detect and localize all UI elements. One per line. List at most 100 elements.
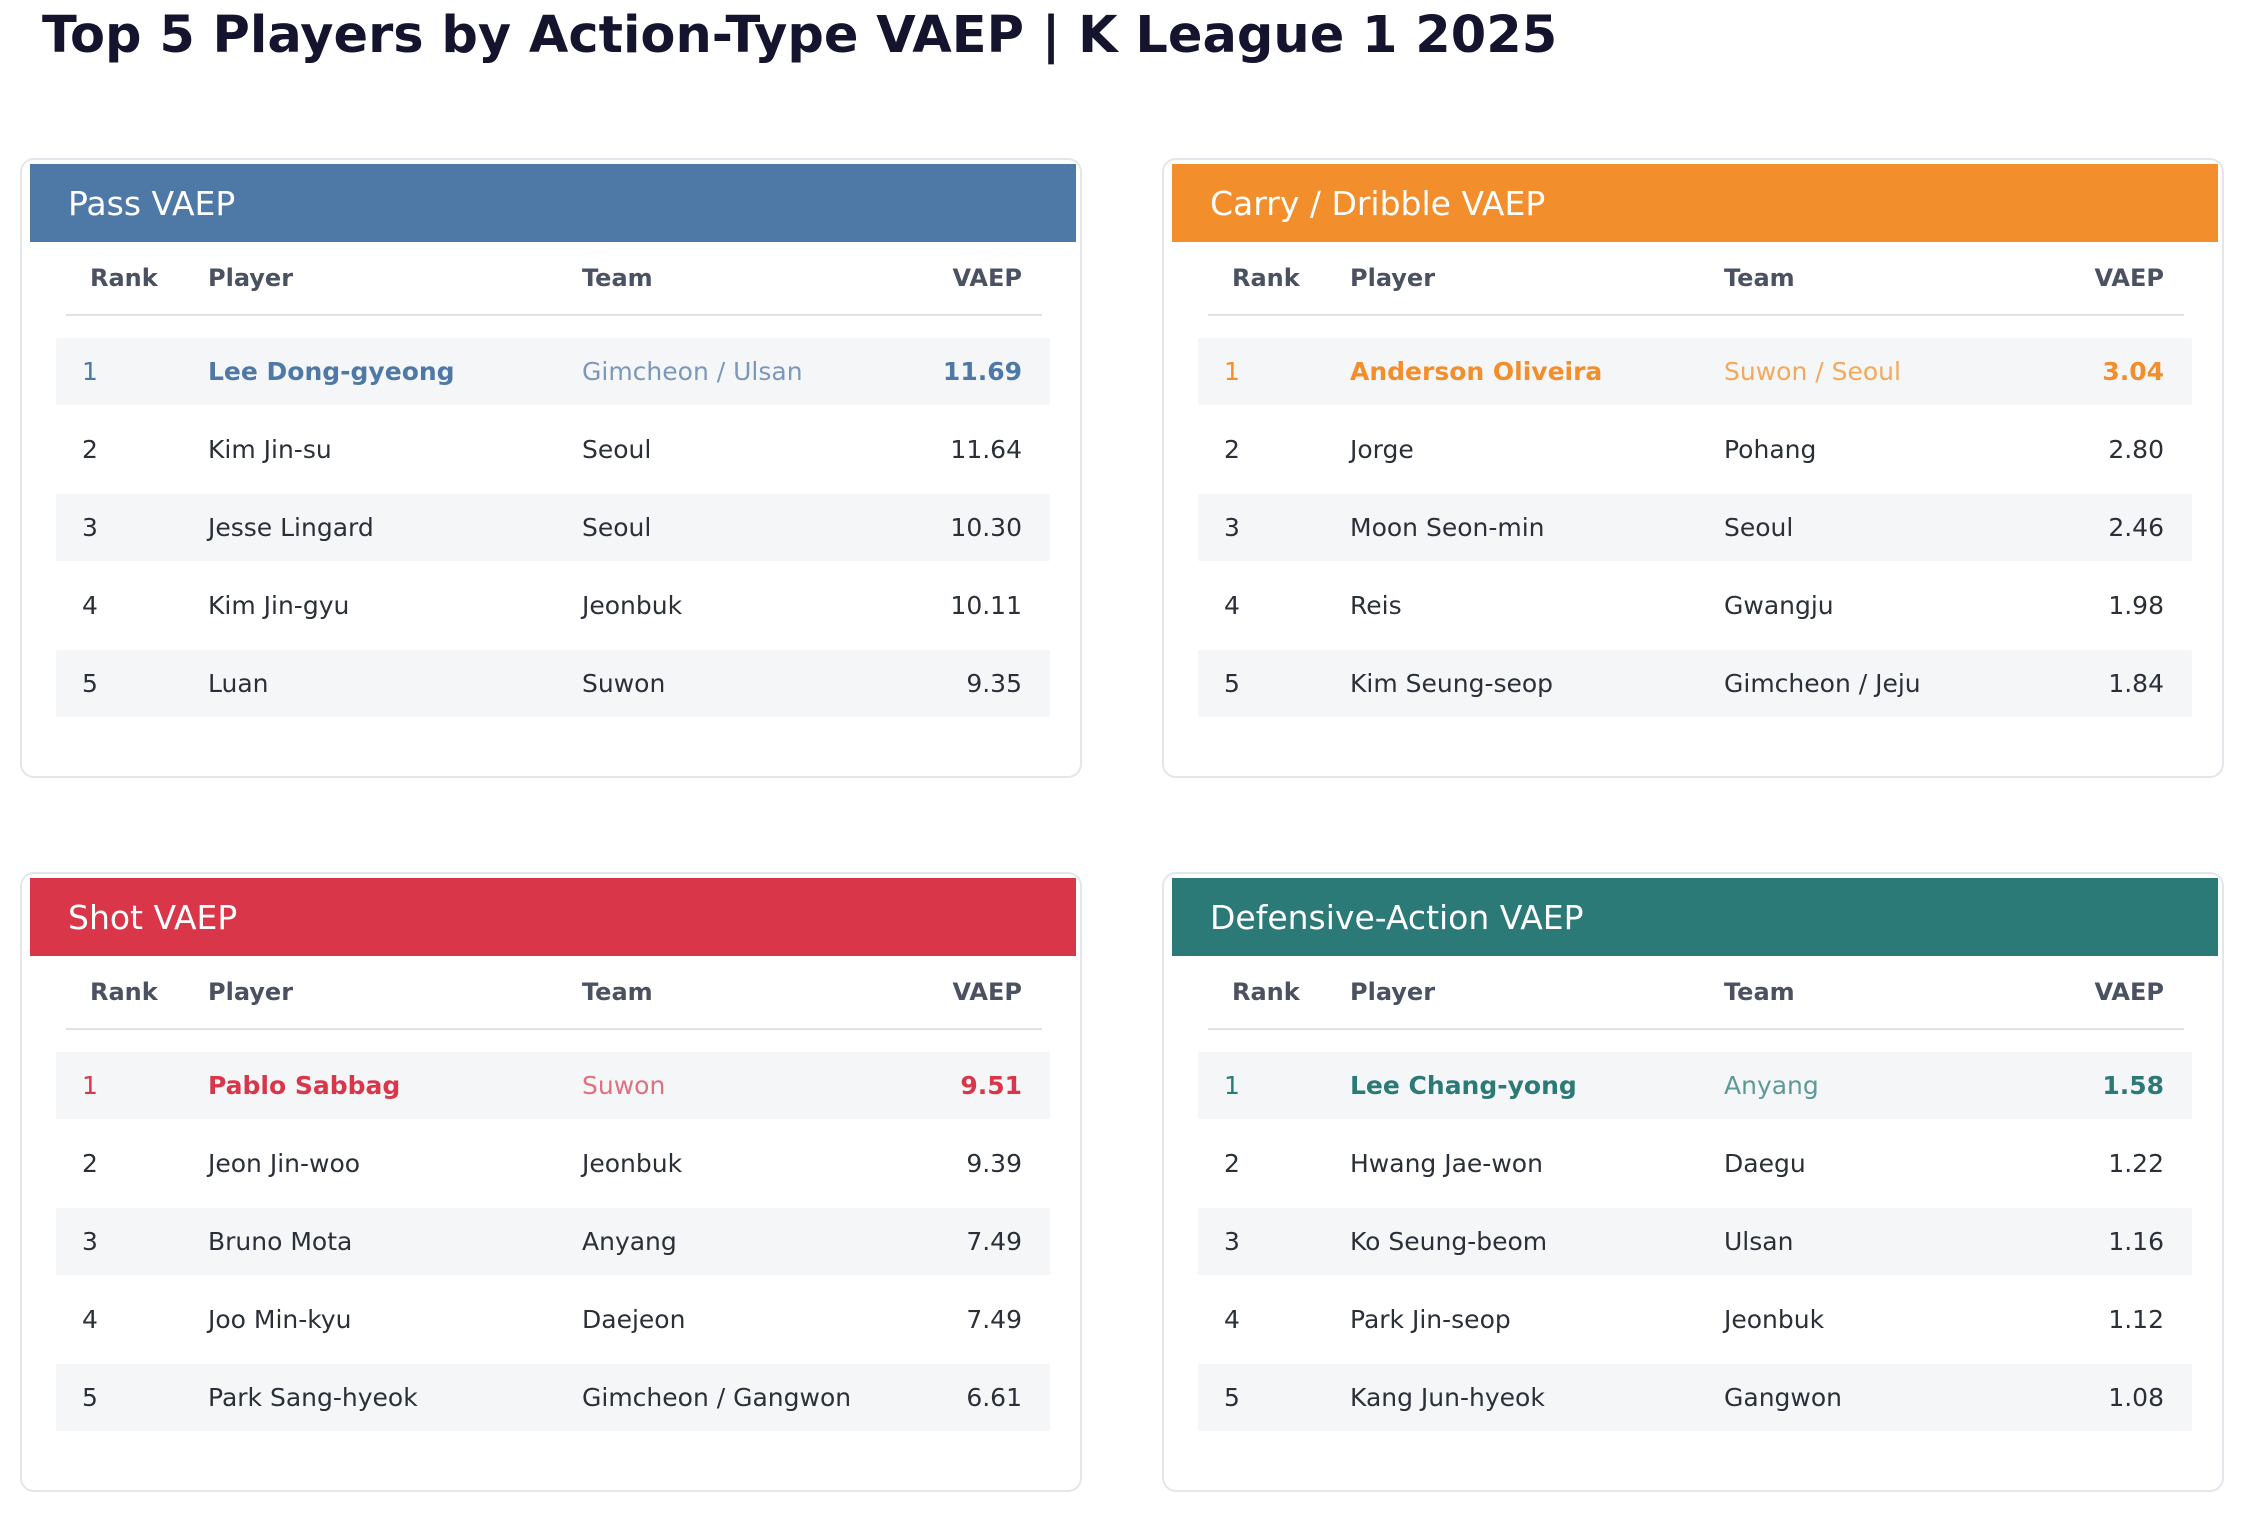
cell-team: Seoul — [582, 513, 652, 542]
table-row: 4 Kim Jin-gyu Jeonbuk 10.11 — [56, 572, 1050, 639]
cell-team: Anyang — [582, 1227, 677, 1256]
column-header-team: Team — [582, 264, 653, 292]
page-title: Top 5 Players by Action-Type VAEP | K Le… — [42, 6, 1558, 65]
cell-player: Anderson Oliveira — [1350, 357, 1603, 386]
card-header: Defensive-Action VAEP — [1172, 878, 2218, 956]
column-header-row: Rank Player Team VAEP — [1208, 978, 2184, 1030]
column-header-row: Rank Player Team VAEP — [66, 978, 1042, 1030]
cell-rank: 5 — [1224, 1383, 1240, 1412]
table-card: Defensive-Action VAEP Rank Player Team VAEP 1… — [1162, 872, 2224, 1492]
cell-team: Daejeon — [582, 1305, 686, 1334]
cell-team: Gimcheon / Ulsan — [582, 357, 803, 386]
cell-team: Gangwon — [1724, 1383, 1842, 1412]
table-row: 1 Pablo Sabbag Suwon 9.51 — [56, 1052, 1050, 1119]
cell-player: Joo Min-kyu — [208, 1305, 352, 1334]
cell-team: Pohang — [1724, 435, 1817, 464]
cell-rank: 5 — [1224, 669, 1240, 698]
cell-rank: 1 — [1224, 357, 1240, 386]
table-body: 1 Lee Chang-yong Anyang 1.58 2 Hwang Jae-won D… — [1198, 1052, 2192, 1442]
table-row: 2 Kim Jin-su Seoul 11.64 — [56, 416, 1050, 483]
column-header-rank: Rank — [90, 978, 158, 1006]
table-body: 1 Anderson Oliveira Suwon / Seoul 3.04 2 Jorg… — [1198, 338, 2192, 728]
cell-rank: 3 — [1224, 513, 1240, 542]
cell-player: Kim Jin-gyu — [208, 591, 350, 620]
cell-vaep: 1.22 — [2108, 1149, 2164, 1178]
column-header-vaep: VAEP — [952, 264, 1022, 292]
cell-player: Kim Jin-su — [208, 435, 332, 464]
cell-rank: 5 — [82, 669, 98, 698]
column-header-row: Rank Player Team VAEP — [66, 264, 1042, 316]
cell-team: Jeonbuk — [1724, 1305, 1825, 1334]
cell-team: Suwon — [582, 669, 666, 698]
cell-vaep: 2.46 — [2108, 513, 2164, 542]
cell-player: Park Jin-seop — [1350, 1305, 1511, 1334]
table-row: 3 Jesse Lingard Seoul 10.30 — [56, 494, 1050, 561]
card-header: Carry / Dribble VAEP — [1172, 164, 2218, 242]
column-header-rank: Rank — [90, 264, 158, 292]
cell-rank: 4 — [1224, 591, 1240, 620]
cell-rank: 3 — [1224, 1227, 1240, 1256]
cell-rank: 3 — [82, 513, 98, 542]
column-header-rank: Rank — [1232, 978, 1300, 1006]
cell-vaep: 1.98 — [2108, 591, 2164, 620]
table-row: 4 Park Jin-seop Jeonbuk 1.12 — [1198, 1286, 2192, 1353]
column-header-team: Team — [1724, 978, 1795, 1006]
table-row: 2 Hwang Jae-won Daegu 1.22 — [1198, 1130, 2192, 1197]
cell-vaep: 9.51 — [960, 1071, 1022, 1100]
cell-team: Seoul — [582, 435, 652, 464]
column-header-player: Player — [1350, 264, 1436, 292]
cell-vaep: 11.69 — [942, 357, 1022, 386]
cell-player: Moon Seon-min — [1350, 513, 1545, 542]
cell-vaep: 7.49 — [966, 1227, 1022, 1256]
cell-player: Kang Jun-hyeok — [1350, 1383, 1545, 1412]
column-header-rank: Rank — [1232, 264, 1300, 292]
table-row: 5 Kang Jun-hyeok Gangwon 1.08 — [1198, 1364, 2192, 1431]
column-header-row: Rank Player Team VAEP — [1208, 264, 2184, 316]
cell-player: Lee Chang-yong — [1350, 1071, 1577, 1100]
cell-vaep: 1.08 — [2108, 1383, 2164, 1412]
table-row: 2 Jeon Jin-woo Jeonbuk 9.39 — [56, 1130, 1050, 1197]
cell-player: Kim Seung-seop — [1350, 669, 1554, 698]
cell-vaep: 1.12 — [2108, 1305, 2164, 1334]
column-header-player: Player — [208, 264, 294, 292]
column-header-vaep: VAEP — [2094, 978, 2164, 1006]
cell-vaep: 10.30 — [950, 513, 1022, 542]
cell-team: Gwangju — [1724, 591, 1834, 620]
cell-rank: 1 — [82, 1071, 98, 1100]
cell-player: Jorge — [1350, 435, 1414, 464]
table-row: 3 Bruno Mota Anyang 7.49 — [56, 1208, 1050, 1275]
column-header-team: Team — [1724, 264, 1795, 292]
table-body: 1 Pablo Sabbag Suwon 9.51 2 Jeon Jin-woo Jeonb… — [56, 1052, 1050, 1442]
cell-team: Gimcheon / Jeju — [1724, 669, 1921, 698]
cell-vaep: 2.80 — [2108, 435, 2164, 464]
cell-team: Ulsan — [1724, 1227, 1794, 1256]
cell-vaep: 1.84 — [2108, 669, 2164, 698]
column-header-vaep: VAEP — [2094, 264, 2164, 292]
cell-team: Gimcheon / Gangwon — [582, 1383, 852, 1412]
cell-team: Suwon — [582, 1071, 666, 1100]
card-title: Carry / Dribble VAEP — [1210, 183, 1546, 223]
cell-team: Anyang — [1724, 1071, 1819, 1100]
cell-vaep: 1.58 — [2102, 1071, 2164, 1100]
table-body: 1 Lee Dong-gyeong Gimcheon / Ulsan 11.69 2 Ki… — [56, 338, 1050, 728]
cell-player: Reis — [1350, 591, 1402, 620]
cell-rank: 4 — [1224, 1305, 1240, 1334]
column-header-team: Team — [582, 978, 653, 1006]
table-card: Carry / Dribble VAEP Rank Player Team VAEP 1 A… — [1162, 158, 2224, 778]
cell-vaep: 1.16 — [2108, 1227, 2164, 1256]
cell-rank: 4 — [82, 591, 98, 620]
table-row: 1 Lee Dong-gyeong Gimcheon / Ulsan 11.69 — [56, 338, 1050, 405]
cell-rank: 2 — [82, 1149, 98, 1178]
cell-vaep: 9.39 — [966, 1149, 1022, 1178]
cell-team: Jeonbuk — [582, 591, 683, 620]
cell-rank: 1 — [1224, 1071, 1240, 1100]
table-row: 3 Ko Seung-beom Ulsan 1.16 — [1198, 1208, 2192, 1275]
table-row: 1 Lee Chang-yong Anyang 1.58 — [1198, 1052, 2192, 1119]
cell-team: Daegu — [1724, 1149, 1806, 1178]
table-row: 2 Jorge Pohang 2.80 — [1198, 416, 2192, 483]
cell-player: Ko Seung-beom — [1350, 1227, 1548, 1256]
cell-rank: 5 — [82, 1383, 98, 1412]
card-header: Pass VAEP — [30, 164, 1076, 242]
table-row: 5 Kim Seung-seop Gimcheon / Jeju 1.84 — [1198, 650, 2192, 717]
card-title: Shot VAEP — [68, 897, 238, 937]
